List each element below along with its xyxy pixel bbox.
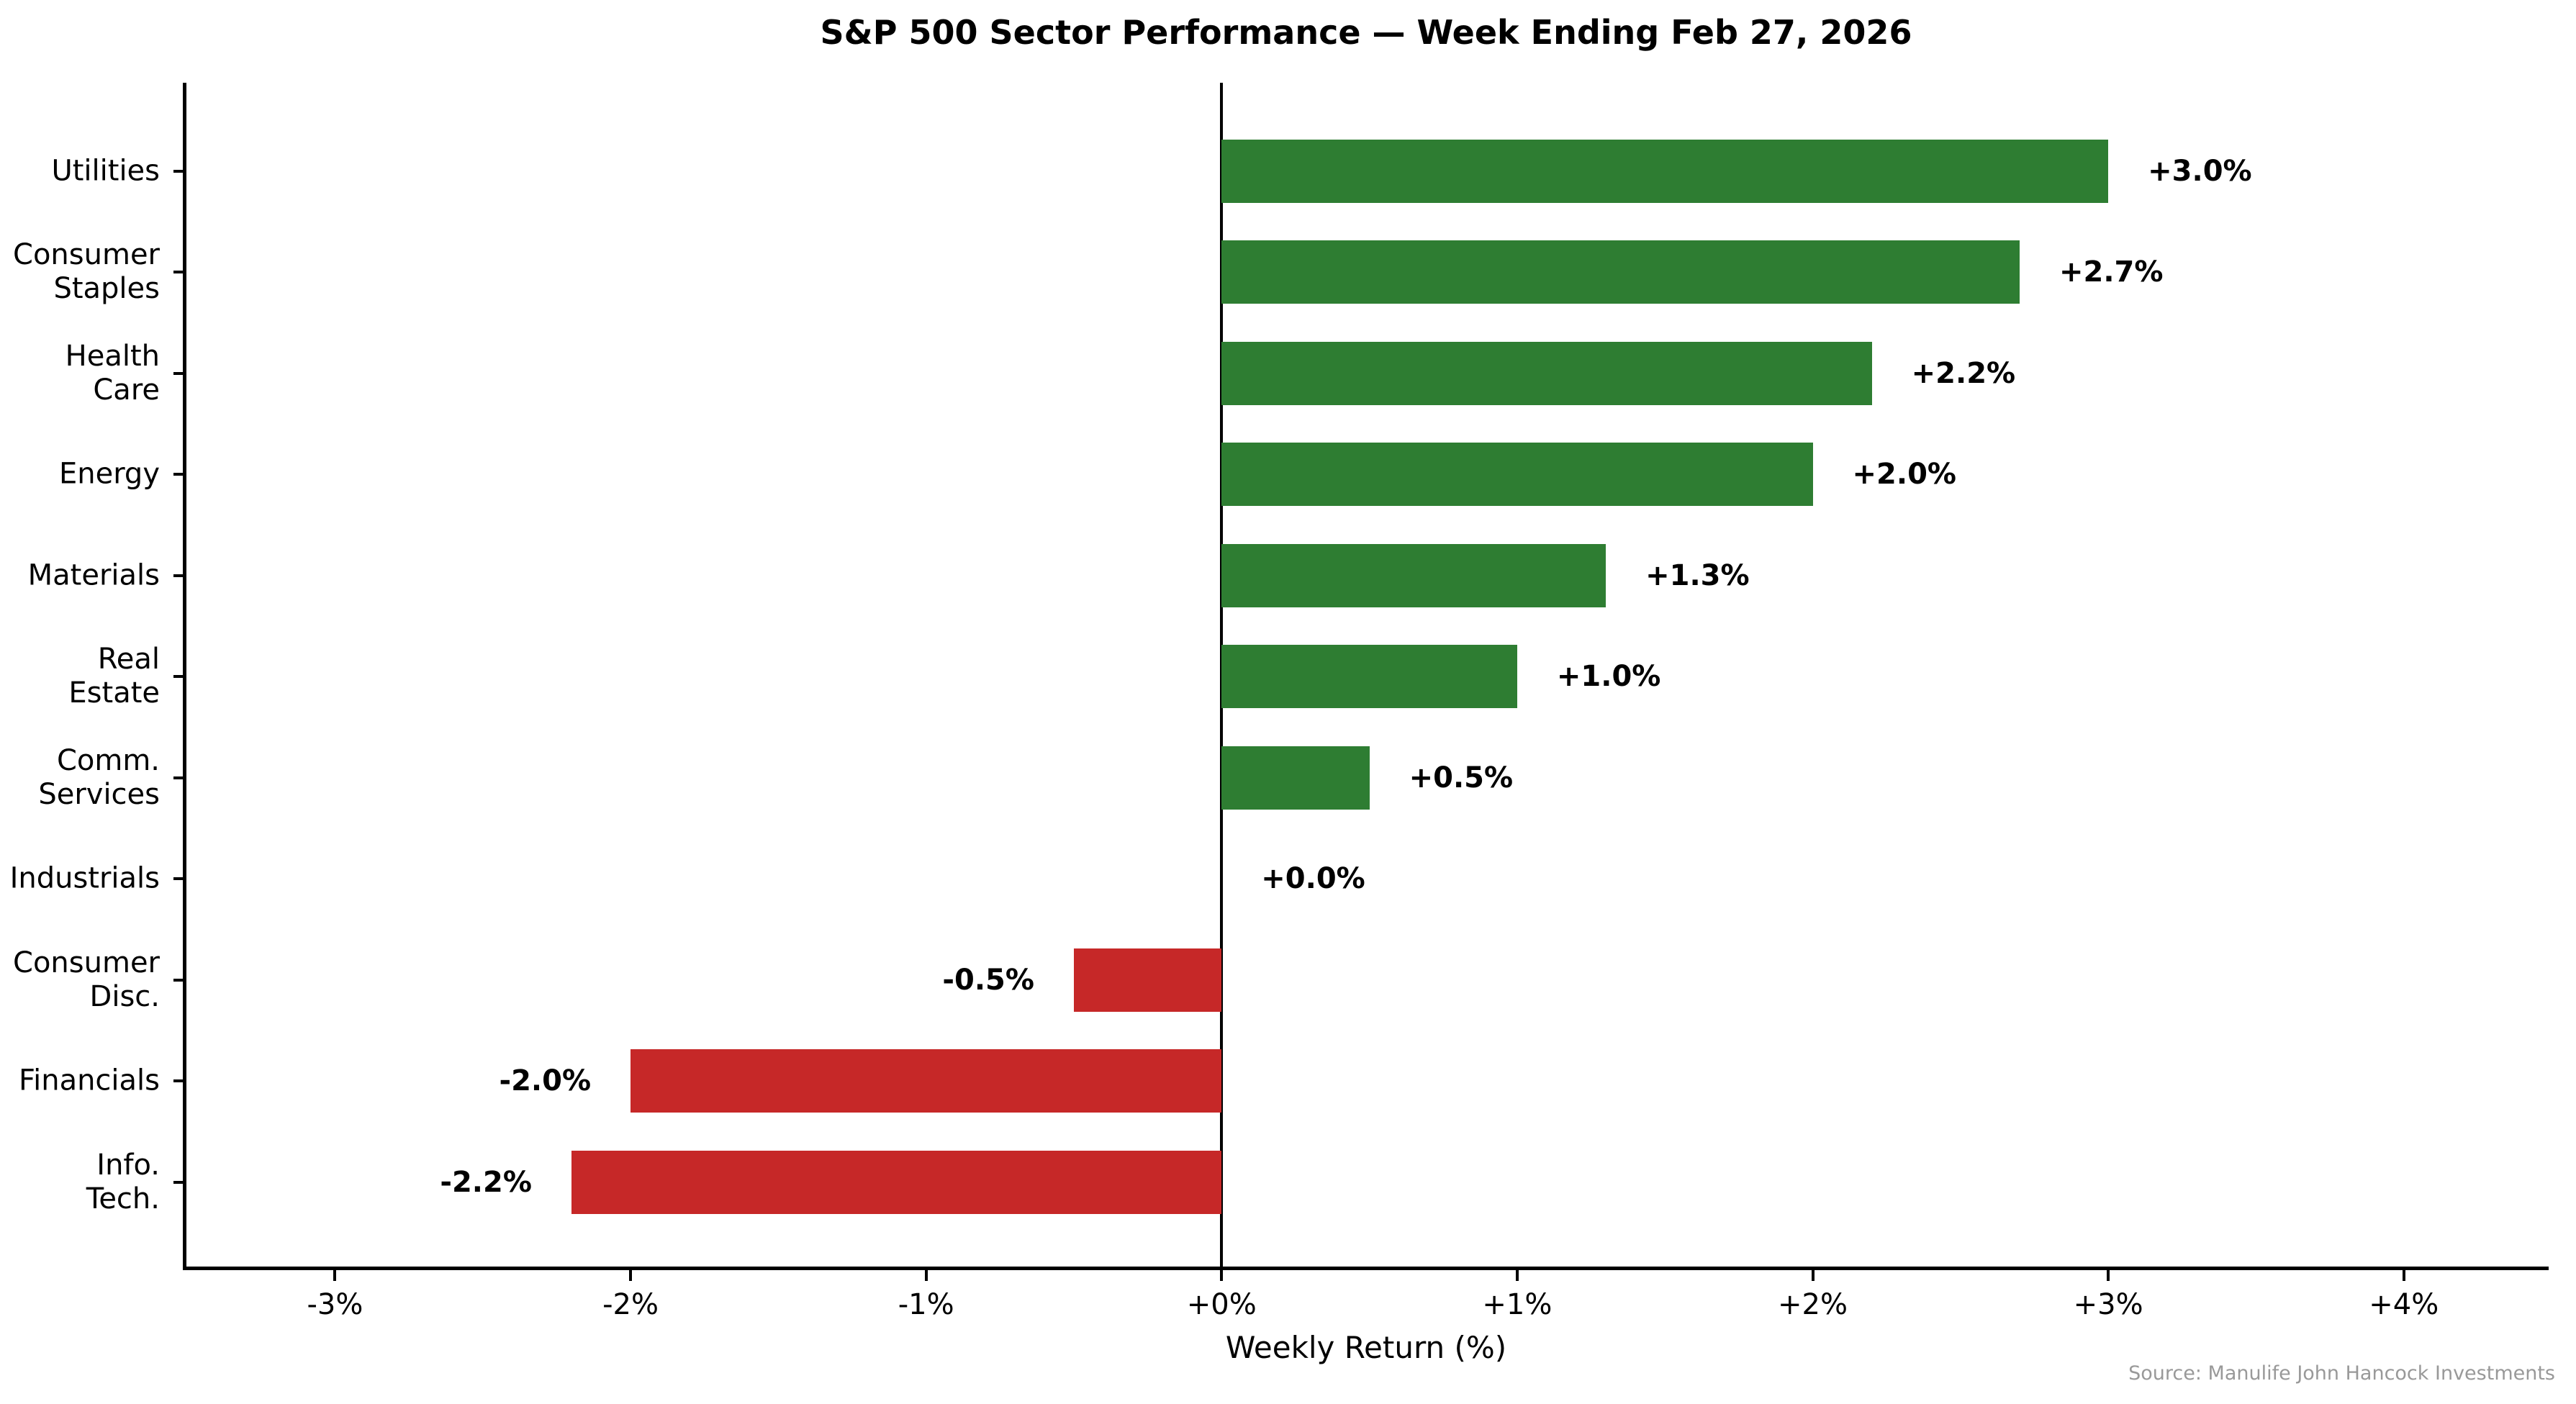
y-axis-category-label-utilities: Utilities [51,154,160,187]
y-axis-tick [173,1180,184,1184]
y-axis-tick [173,271,184,273]
y-axis-category-label-real-estate: Real Estate [68,643,160,710]
y-axis-category-label-info-tech: Info. Tech. [86,1148,160,1215]
y-axis-category-label-energy: Energy [58,457,160,491]
x-axis-tick [2402,1269,2405,1281]
y-axis-tick [173,473,184,476]
bar-energy [1221,443,1813,506]
x-axis-tick-label: +0% [1186,1288,1257,1321]
x-axis-tick [333,1269,337,1281]
x-axis-tick [924,1269,928,1281]
x-axis-tick [2107,1269,2110,1281]
bar-consumer-disc [1073,948,1222,1012]
y-axis-tick [173,776,184,779]
bar-consumer-staples [1221,240,2020,304]
bar-real-estate [1221,645,1517,708]
y-axis-category-label-health-care: Health Care [65,339,160,407]
y-axis-spine [182,83,186,1270]
bar-value-label-consumer-disc: -0.5% [942,963,1034,997]
x-axis-tick [1811,1269,1815,1281]
bar-value-label-materials: +1.3% [1645,558,1750,592]
x-axis-tick-label: -3% [307,1288,363,1321]
x-axis-tick-label: +4% [2369,1288,2439,1321]
bar-value-label-energy: +2.0% [1852,458,1956,491]
y-axis-tick [173,169,184,173]
bar-value-label-comm-services: +0.5% [1409,761,1514,794]
y-axis-category-label-comm-services: Comm. Services [38,743,160,811]
y-axis-tick [173,877,184,880]
x-axis-tick-label: -2% [602,1288,659,1321]
x-axis-title: Weekly Return (%) [1225,1330,1507,1365]
bar-financials [631,1049,1222,1113]
bar-info-tech [571,1150,1222,1214]
y-axis-tick [173,574,184,577]
bar-health-care [1221,341,1872,405]
x-axis-tick [1515,1269,1519,1281]
bar-materials [1221,543,1606,607]
bar-value-label-info-tech: -2.2% [440,1165,532,1199]
y-axis-category-label-consumer-staples: Consumer Staples [13,238,160,305]
x-axis-tick-label: -1% [898,1288,954,1321]
bar-value-label-financials: -2.0% [499,1064,592,1097]
y-axis-category-label-industrials: Industrials [9,861,160,895]
bar-value-label-real-estate: +1.0% [1556,660,1661,693]
x-axis-tick-label: +3% [2073,1288,2143,1321]
x-axis-spine [182,1266,2549,1270]
x-axis-tick [629,1269,633,1281]
bar-value-label-industrials: +0.0% [1261,862,1365,895]
bar-value-label-consumer-staples: +2.7% [2058,255,2164,289]
y-axis-category-label-consumer-disc: Consumer Disc. [13,946,160,1013]
bar-value-label-utilities: +3.0% [2148,154,2252,188]
y-axis-tick [173,978,184,982]
bar-value-label-health-care: +2.2% [1911,356,2016,390]
x-axis-tick-label: +1% [1482,1288,1553,1321]
bar-comm-services [1221,746,1370,810]
bar-utilities [1221,139,2109,203]
y-axis-tick [173,371,184,375]
y-axis-category-label-materials: Materials [27,558,160,592]
y-axis-tick [173,1079,184,1082]
x-axis-tick [1220,1269,1224,1281]
y-axis-tick [173,675,184,678]
chart-title: S&P 500 Sector Performance — Week Ending… [820,13,1912,52]
source-note: Source: Manulife John Hancock Investment… [2128,1362,2555,1385]
y-axis-category-label-financials: Financials [19,1064,160,1097]
x-axis-tick-label: +2% [1778,1288,1848,1321]
